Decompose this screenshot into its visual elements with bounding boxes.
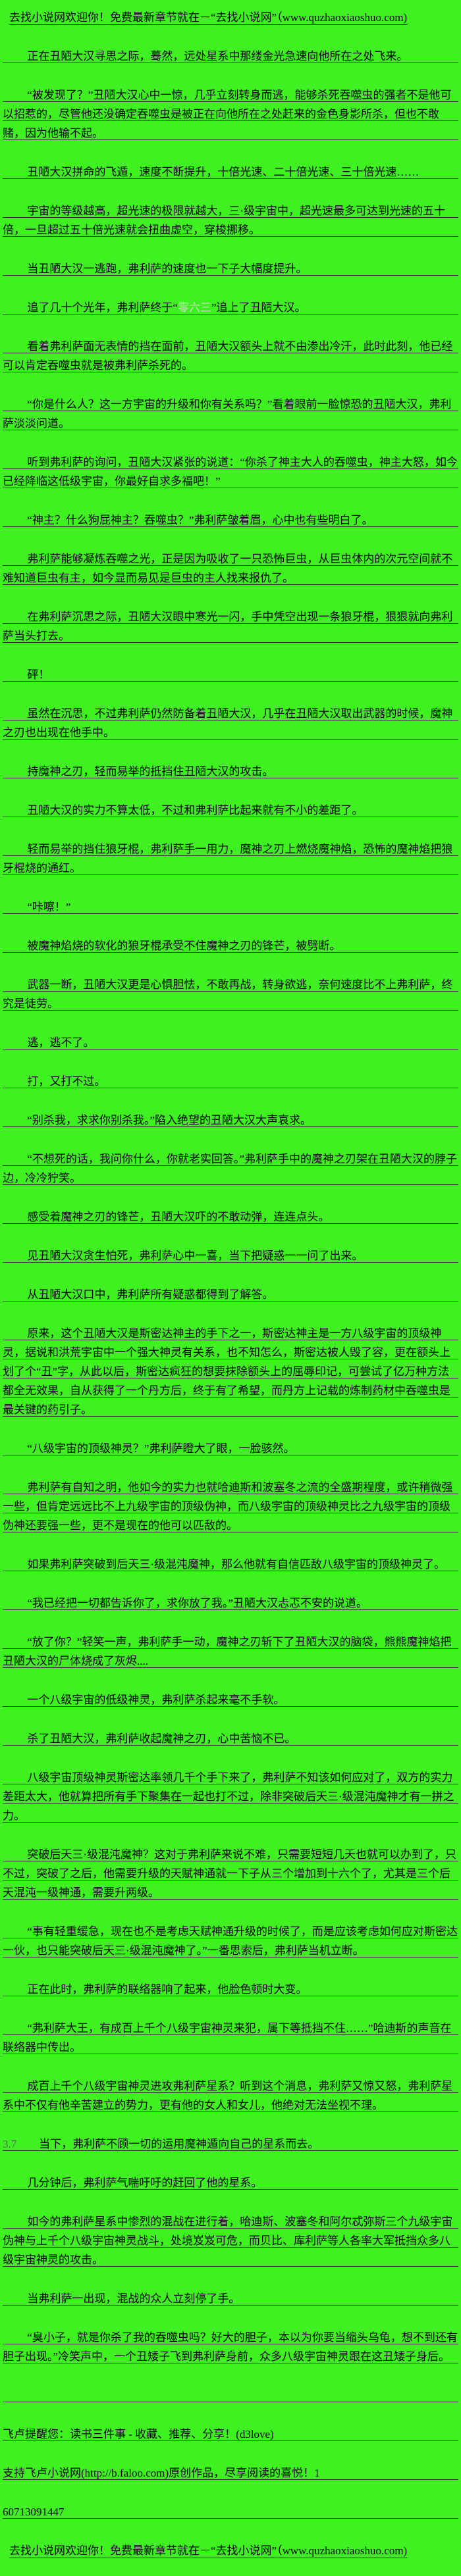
novel-paragraph: 如果弗利萨突破到后天三·级混沌魔神，那么他就有自信匹敌八级宇宙的顶级神灵了。 [3,1555,458,1574]
novel-paragraph: 从丑陋大汉口中，弗利萨所有疑惑都得到了解答。 [3,1285,458,1304]
faloo-support-link[interactable]: 支持飞卢小说网(http://b.faloo.com)原创作品，尽享阅读的喜悦！… [3,2463,458,2483]
novel-paragraph: 砰！ [3,665,458,684]
novel-paragraph: 正在此时，弗利萨的联络器响了起来，他脸色顿时大变。 [3,1980,458,1999]
blank-ruled-line [3,2386,458,2405]
novel-paragraph: “别杀我，求求你别杀我。”陷入绝望的丑陋大汉大声哀求。 [3,1111,458,1130]
novel-paragraph: 当丑陋大汉一逃跑，弗利萨的速度也一下子大幅度提升。 [3,259,458,278]
site-banner-bottom-link[interactable]: 去找小说网欢迎你！免费最新章节就在－“去找小说网”（www.quzhaoxiao… [9,2544,408,2557]
novel-paragraph: “我已经把一切都告诉你了，求你放了我。”丑陋大汉忐忑不安的说道。 [3,1594,458,1613]
novel-paragraph: “放了你？”轻笑一声，弗利萨手一动，魔神之刃斩下了丑陋大汉的脑袋，熊熊魔神焰把丑… [3,1632,458,1671]
novel-paragraph: 成百上千个八级宇宙神灵进攻弗利萨星系？听到这个消息，弗利萨又惊又怒，弗利萨星系中… [3,2077,458,2115]
novel-paragraph: “咔嚓！” [3,897,458,917]
novel-paragraph: 八级宇宙顶级神灵斯密达率领几千个手下来了，弗利萨不知该如何应对了，双方的实力差距… [3,1768,458,1825]
novel-paragraph: “被发现了？”丑陋大汉心中一惊，几乎立刻转身而逃，能够杀死吞噬虫的强者不是他可以… [3,86,458,143]
novel-paragraph: 弗利萨有自知之明，他如今的实力也就哈迪斯和波塞冬之流的全盛期程度，或许稍微强一些… [3,1478,458,1535]
novel-paragraph: 丑陋大汉的实力不算太低，不过和弗利萨比起来就有不小的差距了。 [3,801,458,820]
novel-paragraph: 被魔神焰烧的软化的狼牙棍承受不住魔神之刃的锋芒，被劈断。 [3,936,458,955]
anti-theft-watermark-text: 3.7 [3,2138,17,2150]
novel-paragraph: 一个八级宇宙的低级神灵，弗利萨杀起来毫不手软。 [3,1690,458,1709]
novel-paragraph: 原来，这个丑陋大汉是斯密达神主的手下之一，斯密达神主是一方八级宇宙的顶级神灵，据… [3,1324,458,1419]
novel-paragraph: 3.7 当下，弗利萨不顾一切的运用魔神遁向自己的星系而去。 [3,2134,458,2154]
site-banner-top-link[interactable]: 去找小说网欢迎你！免费最新章节就在－“去找小说网”（www.quzhaoxiao… [9,11,408,24]
novel-paragraph: 正在丑陋大汉寻思之际，蓦然，远处星系中那缕金光急速向他所在之处飞来。 [3,47,458,66]
novel-paragraph: 丑陋大汉拼命的飞遁，速度不断提升，十倍光速、二十倍光速、三十倍光速…… [3,163,458,182]
novel-content: 正在丑陋大汉寻思之际，蓦然，远处星系中那缕金光急速向他所在之处飞来。 “被发现了？… [3,47,458,2405]
novel-paragraph: 看着弗利萨面无表情的挡在面前，丑陋大汉额头上就不由渗出冷汗，此时此刻，他已经可以… [3,337,458,375]
novel-paragraph: 虽然在沉思，不过弗利萨仍然防备着丑陋大汉，几乎在丑陋大汉取出武器的时候，魔神之刃… [3,704,458,742]
novel-paragraph: 打，又打不过。 [3,1072,458,1091]
anti-theft-watermark-text: 零六三 [177,301,211,314]
novel-paragraph: 突破后天三·级混沌魔神？这对于弗利萨来说不难，只需要短短几天也就可以办到了，只不… [3,1845,458,1902]
novel-paragraph: “你是什么人？这一方宇宙的升级和你有关系吗？”看着眼前一脸惊恐的丑陋大汉，弗利萨… [3,395,458,433]
novel-paragraph: 当弗利萨一出现，混战的众人立刻停了手。 [3,2289,458,2308]
novel-paragraph: “弗利萨大王，有成百上千个八级宇宙神灵来犯，属下等抵挡不住……”哈迪斯的声音在联… [3,2019,458,2057]
faloo-book-id: 60713091447 [3,2502,458,2521]
novel-paragraph: 弗利萨能够凝炼吞噬之光，正是因为吸收了一只恐怖巨虫，从巨虫体内的次元空间就不难知… [3,549,458,588]
novel-paragraph: 杀了丑陋大汉，弗利萨收起魔神之刃，心中苦恼不已。 [3,1729,458,1748]
paragraph-text-segment: 当下，弗利萨不顾一切的运用魔神遁向自己的星系而去。 [16,2138,319,2150]
paragraph-text-segment: ”追上了丑陋大汉。 [211,301,306,314]
novel-paragraph: 持魔神之刃，轻而易举的抵挡住丑陋大汉的攻击。 [3,762,458,781]
novel-paragraph: 宇宙的等级越高，超光速的极限就越大，三·级宇宙中，超光速最多可达到光速的五十倍，… [3,201,458,240]
novel-paragraph: “臭小子，就是你杀了我的吞噬虫吗？好大的胆子，本以为你要当缩头乌龟，想不到还有胆… [3,2328,458,2366]
novel-paragraph: 逃，逃不了。 [3,1033,458,1052]
novel-paragraph: 追了几十个光年，弗利萨终于“零六三”追上了丑陋大汉。 [3,298,458,317]
faloo-reminder-line: 飞卢提醒您：读书三件事 - 收藏、推荐、分享！(d3love) [3,2425,458,2444]
novel-paragraph: 几分钟后，弗利萨气喘吁吁的赶回了他的星系。 [3,2173,458,2192]
novel-paragraph: “神主？什么狗屁神主？吞噬虫？”弗利萨皱着眉，心中也有些明白了。 [3,511,458,530]
novel-paragraph: 感受着魔神之刃的锋芒，丑陋大汉吓的不敢动弹，连连点头。 [3,1207,458,1226]
novel-paragraph: 武器一断，丑陋大汉更是心惧胆怯，不敢再战，转身欲逃，奈何速度比不上弗利萨，终究是… [3,975,458,1013]
novel-paragraph: 见丑陋大汉贪生怕死，弗利萨心中一喜，当下把疑惑一一问了出来。 [3,1246,458,1265]
novel-paragraph: 听到弗利萨的询问，丑陋大汉紧张的说道：“你杀了神主大人的吞噬虫，神主大怒，如今已… [3,453,458,491]
novel-paragraph: “不想死的话，我问你什么，你就老实回答。”弗利萨手中的魔神之刃架在丑陋大汉的脖子… [3,1149,458,1188]
novel-paragraph: 如今的弗利萨星系中惨烈的混战在进行着，哈迪斯、波塞冬和阿尔忒弥斯三个九级宇宙伪神… [3,2212,458,2269]
paragraph-text-segment: 追了几十个光年，弗利萨终于“ [27,301,178,314]
novel-paragraph: “事有轻重缓急，现在也不是考虑天赋神通升级的时候了，而是应该考虑如何应对斯密达一… [3,1922,458,1960]
novel-paragraph: 轻而易举的挡住狼牙棍，弗利萨手一用力，魔神之刃上燃烧魔神焰，恐怖的魔神焰把狼牙棍… [3,840,458,878]
novel-paragraph: 在弗利萨沉思之际，丑陋大汉眼中寒光一闪，手中凭空出现一条狼牙棍，狠狠就向弗利萨当… [3,607,458,645]
novel-paragraph: “八级宇宙的顶级神灵？”弗利萨瞪大了眼，一脸骇然。 [3,1439,458,1458]
